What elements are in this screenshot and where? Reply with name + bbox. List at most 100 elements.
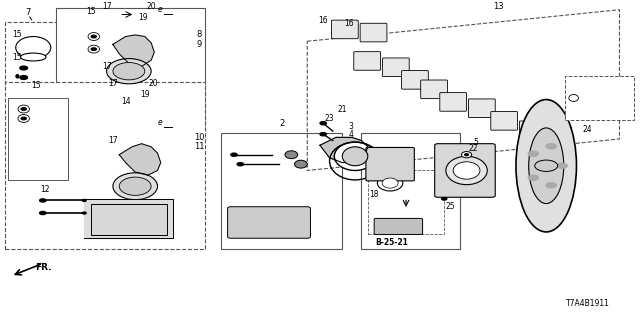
Text: 15: 15 [13, 52, 22, 61]
Text: 7: 7 [26, 8, 31, 17]
Text: ●: ● [15, 73, 20, 78]
Ellipse shape [334, 142, 376, 171]
Circle shape [465, 154, 468, 156]
Text: 16: 16 [554, 130, 564, 139]
Text: 24: 24 [583, 125, 593, 134]
Ellipse shape [516, 100, 577, 232]
Ellipse shape [378, 175, 403, 191]
Text: 16: 16 [529, 127, 538, 136]
FancyBboxPatch shape [4, 22, 62, 85]
FancyBboxPatch shape [565, 76, 634, 120]
Ellipse shape [119, 177, 151, 196]
Text: 4: 4 [348, 130, 353, 139]
Circle shape [40, 199, 46, 202]
FancyBboxPatch shape [360, 23, 387, 42]
FancyBboxPatch shape [4, 82, 205, 249]
Text: 15: 15 [86, 7, 95, 16]
Circle shape [21, 108, 26, 110]
Polygon shape [84, 199, 173, 238]
Text: 11: 11 [194, 142, 204, 151]
Circle shape [20, 66, 28, 70]
Ellipse shape [294, 160, 307, 168]
Ellipse shape [529, 128, 564, 204]
FancyBboxPatch shape [368, 171, 444, 234]
Circle shape [546, 144, 556, 149]
Text: 6: 6 [550, 150, 555, 159]
Text: 1: 1 [467, 156, 472, 165]
Ellipse shape [113, 173, 157, 200]
Text: 3: 3 [348, 122, 353, 131]
Text: B-25-21: B-25-21 [376, 237, 408, 246]
Ellipse shape [106, 59, 151, 84]
Text: 18: 18 [369, 190, 379, 199]
Text: 14: 14 [121, 210, 131, 219]
FancyBboxPatch shape [91, 204, 167, 235]
FancyBboxPatch shape [491, 112, 518, 130]
Ellipse shape [88, 45, 100, 53]
Circle shape [320, 122, 326, 125]
FancyBboxPatch shape [520, 121, 546, 140]
Circle shape [21, 117, 26, 120]
FancyBboxPatch shape [435, 144, 495, 197]
Text: 21: 21 [337, 105, 347, 114]
Text: 19: 19 [138, 13, 148, 22]
Text: 19: 19 [140, 90, 150, 99]
Ellipse shape [18, 115, 29, 123]
FancyBboxPatch shape [228, 207, 310, 238]
FancyBboxPatch shape [366, 148, 414, 181]
Circle shape [231, 153, 237, 156]
Circle shape [20, 76, 28, 79]
Text: FR.: FR. [35, 263, 52, 272]
FancyBboxPatch shape [440, 92, 467, 111]
FancyBboxPatch shape [362, 133, 460, 249]
Text: T7A4B1911: T7A4B1911 [566, 299, 609, 308]
FancyBboxPatch shape [221, 133, 342, 249]
Text: 20: 20 [147, 2, 156, 11]
Ellipse shape [342, 147, 368, 166]
Text: 9: 9 [196, 40, 202, 49]
Ellipse shape [20, 53, 46, 61]
Text: 23: 23 [324, 114, 334, 123]
Text: 17: 17 [108, 79, 118, 88]
Text: 13: 13 [493, 2, 504, 11]
Circle shape [528, 151, 538, 156]
Polygon shape [113, 35, 154, 67]
Text: 5: 5 [474, 138, 479, 147]
FancyBboxPatch shape [468, 99, 495, 117]
FancyBboxPatch shape [545, 127, 572, 146]
Text: 14: 14 [121, 97, 131, 106]
FancyBboxPatch shape [332, 20, 358, 39]
Text: 8: 8 [196, 30, 202, 39]
Ellipse shape [446, 156, 487, 185]
Circle shape [535, 160, 557, 172]
Circle shape [528, 175, 538, 180]
Text: 15: 15 [31, 81, 41, 90]
Text: 17: 17 [108, 136, 118, 145]
Text: 22: 22 [468, 144, 477, 153]
Circle shape [237, 163, 244, 166]
Text: 2: 2 [279, 119, 284, 128]
Ellipse shape [382, 178, 398, 188]
Circle shape [83, 212, 86, 214]
Ellipse shape [88, 33, 100, 40]
Text: 25: 25 [446, 202, 456, 211]
Text: 17: 17 [102, 62, 111, 71]
Ellipse shape [453, 162, 480, 179]
Ellipse shape [461, 152, 472, 158]
Circle shape [92, 35, 97, 38]
Text: e: e [157, 118, 163, 127]
FancyBboxPatch shape [8, 98, 68, 180]
FancyBboxPatch shape [420, 80, 447, 99]
Ellipse shape [18, 105, 29, 113]
FancyBboxPatch shape [56, 8, 205, 130]
Circle shape [442, 197, 447, 200]
FancyBboxPatch shape [401, 70, 428, 89]
Text: 15: 15 [13, 30, 22, 39]
Ellipse shape [285, 151, 298, 159]
Text: B-20-30: B-20-30 [584, 98, 615, 104]
Text: e: e [157, 5, 163, 14]
FancyBboxPatch shape [374, 218, 422, 235]
Polygon shape [320, 137, 368, 163]
Circle shape [40, 212, 46, 215]
Circle shape [92, 48, 97, 50]
